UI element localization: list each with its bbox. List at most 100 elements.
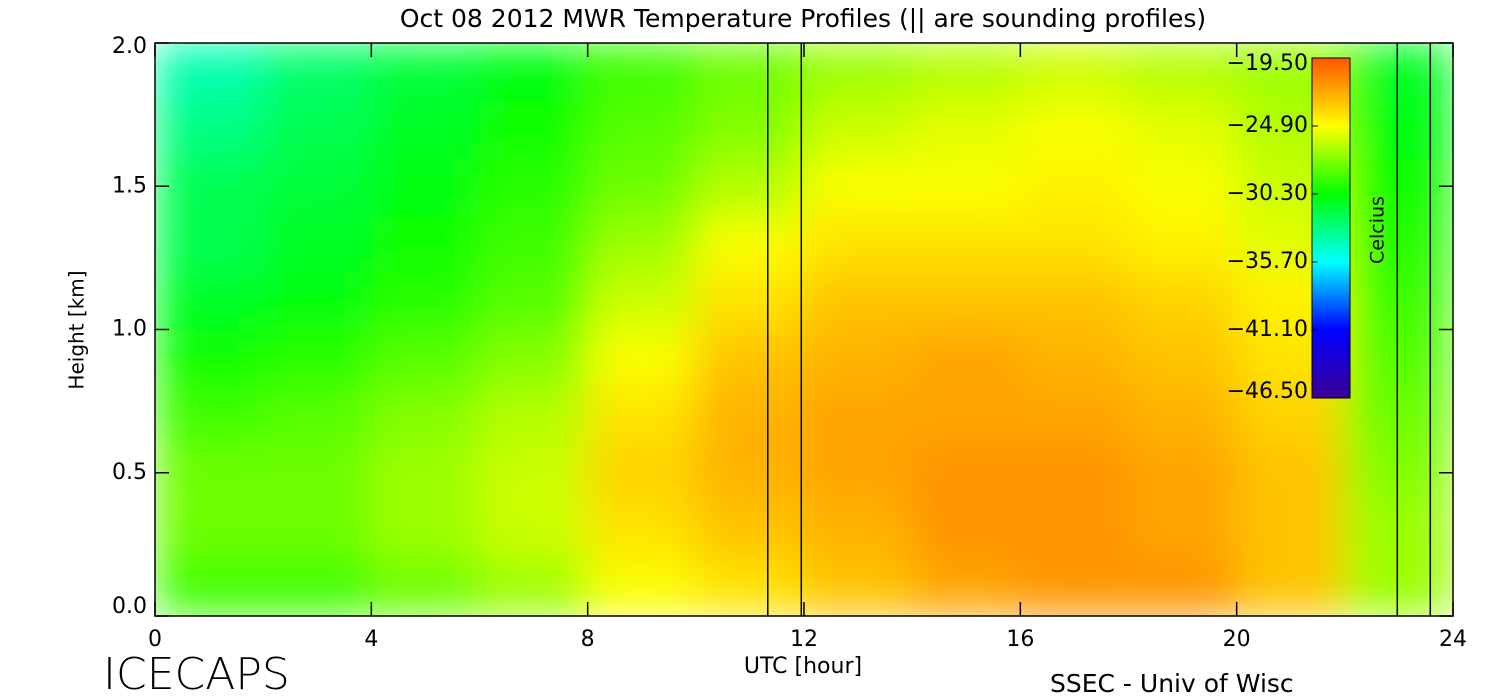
heat-cell bbox=[262, 443, 372, 502]
y-tick-label: 0.0 bbox=[112, 594, 147, 619]
heat-cell bbox=[370, 271, 480, 330]
heat-cell bbox=[479, 214, 589, 273]
heat-cell bbox=[587, 443, 697, 502]
heat-cell bbox=[1019, 157, 1129, 216]
colorbar-tick-label: −35.70 bbox=[1227, 249, 1308, 274]
heat-cell bbox=[1236, 500, 1346, 560]
heat-cell bbox=[370, 43, 480, 101]
heat-cell bbox=[1128, 558, 1238, 616]
heat-cell bbox=[695, 558, 805, 616]
heat-cell bbox=[1019, 443, 1129, 502]
heat-cell bbox=[1344, 43, 1453, 101]
heat-cell bbox=[370, 214, 480, 273]
heat-cell bbox=[587, 558, 697, 616]
footer-left: ICECAPS bbox=[103, 649, 290, 700]
heat-cell bbox=[1236, 443, 1346, 502]
heat-cell bbox=[911, 443, 1021, 502]
heat-cell bbox=[370, 386, 480, 445]
colorbar-tick-label: −41.10 bbox=[1227, 317, 1308, 342]
heat-cell bbox=[370, 329, 480, 388]
heat-cell bbox=[370, 157, 480, 216]
heat-cell bbox=[479, 443, 589, 502]
colorbar-tick-label: −24.90 bbox=[1227, 113, 1308, 138]
heat-cell bbox=[803, 329, 913, 388]
heat-cell bbox=[587, 214, 697, 273]
heat-cell bbox=[479, 99, 589, 159]
heat-cell bbox=[803, 271, 913, 330]
heat-cell bbox=[155, 43, 264, 101]
heat-cell bbox=[1019, 99, 1129, 159]
heat-cell bbox=[262, 43, 372, 101]
heat-cell bbox=[155, 386, 264, 445]
heat-cell bbox=[911, 43, 1021, 101]
heat-cell bbox=[1019, 214, 1129, 273]
heat-cell bbox=[1128, 157, 1238, 216]
heat-cell bbox=[587, 43, 697, 101]
heat-cell bbox=[911, 99, 1021, 159]
heat-cell bbox=[1128, 214, 1238, 273]
heat-cell bbox=[587, 500, 697, 560]
heat-cell bbox=[155, 500, 264, 560]
heat-cell bbox=[1236, 558, 1346, 616]
heat-cell bbox=[911, 386, 1021, 445]
heat-cell bbox=[262, 157, 372, 216]
y-axis-label: Height [km] bbox=[65, 270, 89, 389]
heat-cell bbox=[1344, 558, 1453, 616]
heat-cell bbox=[803, 99, 913, 159]
heat-cell bbox=[911, 558, 1021, 616]
heat-cell bbox=[911, 500, 1021, 560]
heat-cell bbox=[1344, 271, 1453, 330]
heat-cell bbox=[370, 500, 480, 560]
heat-cell bbox=[155, 329, 264, 388]
heatmap-area bbox=[155, 43, 1453, 616]
heat-cell bbox=[262, 271, 372, 330]
colorbar bbox=[1311, 57, 1351, 399]
heat-cell bbox=[803, 157, 913, 216]
heat-cell bbox=[1344, 443, 1453, 502]
heat-cell bbox=[803, 558, 913, 616]
heat-cell bbox=[262, 500, 372, 560]
heat-cell bbox=[803, 43, 913, 101]
heat-cell bbox=[155, 443, 264, 502]
heat-cell bbox=[479, 500, 589, 560]
heat-cell bbox=[370, 558, 480, 616]
heat-cell bbox=[911, 329, 1021, 388]
heat-cell bbox=[1344, 214, 1453, 273]
heat-cell bbox=[262, 386, 372, 445]
x-tick-label: 24 bbox=[1439, 627, 1467, 652]
heat-cell bbox=[1019, 386, 1129, 445]
heat-cell bbox=[587, 99, 697, 159]
x-tick-label: 20 bbox=[1223, 627, 1251, 652]
heat-cell bbox=[587, 386, 697, 445]
heat-cell bbox=[262, 329, 372, 388]
heat-cell bbox=[1128, 43, 1238, 101]
colorbar-tick-label: −30.30 bbox=[1227, 181, 1308, 206]
heat-cell bbox=[1344, 99, 1453, 159]
heat-cell bbox=[1019, 558, 1129, 616]
heat-cell bbox=[370, 443, 480, 502]
heat-cell bbox=[803, 214, 913, 273]
heat-cell bbox=[1128, 443, 1238, 502]
heat-cell bbox=[911, 271, 1021, 330]
footer-right: SSEC - Univ of Wisc bbox=[1050, 669, 1294, 698]
heat-cell bbox=[695, 43, 805, 101]
heat-cell bbox=[695, 500, 805, 560]
y-tick-label: 0.5 bbox=[112, 460, 147, 485]
heat-cell bbox=[1128, 99, 1238, 159]
heat-cell bbox=[695, 157, 805, 216]
heat-cell bbox=[911, 157, 1021, 216]
heat-cell bbox=[262, 214, 372, 273]
x-tick-label: 4 bbox=[364, 627, 378, 652]
colorbar-label: Celcius bbox=[1367, 196, 1389, 264]
heatmap-cells bbox=[155, 43, 1453, 616]
heat-cell bbox=[1344, 329, 1453, 388]
heat-cell bbox=[479, 157, 589, 216]
y-tick-label: 1.5 bbox=[112, 173, 147, 198]
heat-cell bbox=[1128, 386, 1238, 445]
x-tick-label: 12 bbox=[790, 627, 818, 652]
heat-cell bbox=[803, 386, 913, 445]
x-axis-label: UTC [hour] bbox=[744, 654, 862, 679]
heat-cell bbox=[587, 271, 697, 330]
heat-cell bbox=[695, 443, 805, 502]
